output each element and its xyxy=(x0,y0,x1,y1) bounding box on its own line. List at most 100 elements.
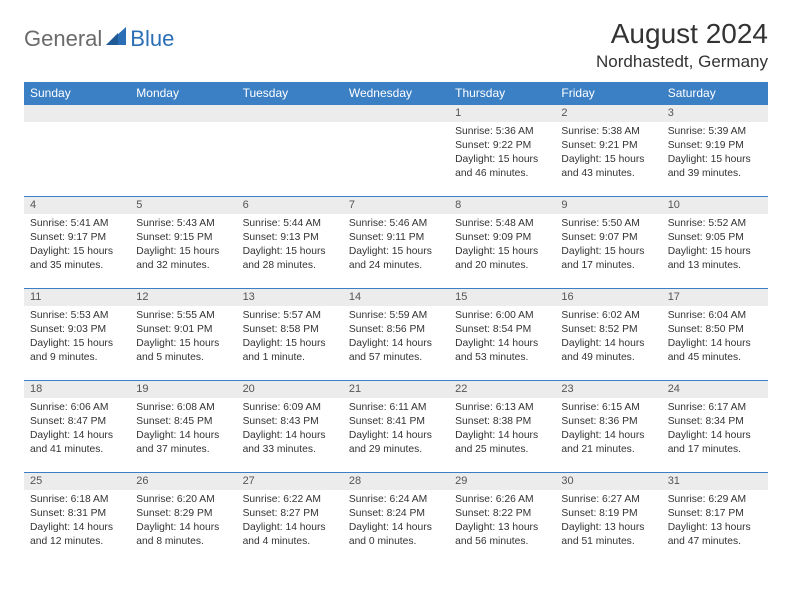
sunrise-text: Sunrise: 6:08 AM xyxy=(136,401,230,415)
day-number: 10 xyxy=(662,197,768,214)
calendar-cell: 28Sunrise: 6:24 AMSunset: 8:24 PMDayligh… xyxy=(343,473,449,565)
day-details: Sunrise: 5:41 AMSunset: 9:17 PMDaylight:… xyxy=(24,214,130,277)
calendar-cell: 27Sunrise: 6:22 AMSunset: 8:27 PMDayligh… xyxy=(237,473,343,565)
day-number: 2 xyxy=(555,105,661,122)
day-number: 6 xyxy=(237,197,343,214)
sunset-text: Sunset: 8:52 PM xyxy=(561,323,655,337)
day-number xyxy=(130,105,236,122)
calendar-cell: 9Sunrise: 5:50 AMSunset: 9:07 PMDaylight… xyxy=(555,197,661,289)
weekday-header: Monday xyxy=(130,82,236,105)
calendar-cell: 22Sunrise: 6:13 AMSunset: 8:38 PMDayligh… xyxy=(449,381,555,473)
weekday-header: Saturday xyxy=(662,82,768,105)
daylight-text: Daylight: 15 hours and 13 minutes. xyxy=(668,245,762,273)
calendar-week-row: 4Sunrise: 5:41 AMSunset: 9:17 PMDaylight… xyxy=(24,197,768,289)
daylight-text: Daylight: 14 hours and 21 minutes. xyxy=(561,429,655,457)
sunset-text: Sunset: 8:22 PM xyxy=(455,507,549,521)
weekday-header: Sunday xyxy=(24,82,130,105)
calendar-week-row: 1Sunrise: 5:36 AMSunset: 9:22 PMDaylight… xyxy=(24,105,768,197)
daylight-text: Daylight: 14 hours and 45 minutes. xyxy=(668,337,762,365)
sunset-text: Sunset: 8:50 PM xyxy=(668,323,762,337)
calendar-cell: 29Sunrise: 6:26 AMSunset: 8:22 PMDayligh… xyxy=(449,473,555,565)
sunrise-text: Sunrise: 6:27 AM xyxy=(561,493,655,507)
calendar-cell: 13Sunrise: 5:57 AMSunset: 8:58 PMDayligh… xyxy=(237,289,343,381)
day-number: 27 xyxy=(237,473,343,490)
daylight-text: Daylight: 14 hours and 8 minutes. xyxy=(136,521,230,549)
day-number: 23 xyxy=(555,381,661,398)
calendar-cell: 7Sunrise: 5:46 AMSunset: 9:11 PMDaylight… xyxy=(343,197,449,289)
calendar-week-row: 25Sunrise: 6:18 AMSunset: 8:31 PMDayligh… xyxy=(24,473,768,565)
sunrise-text: Sunrise: 6:04 AM xyxy=(668,309,762,323)
sunset-text: Sunset: 8:56 PM xyxy=(349,323,443,337)
daylight-text: Daylight: 15 hours and 5 minutes. xyxy=(136,337,230,365)
day-details: Sunrise: 6:13 AMSunset: 8:38 PMDaylight:… xyxy=(449,398,555,461)
title-block: August 2024 Nordhastedt, Germany xyxy=(596,18,768,72)
day-number: 12 xyxy=(130,289,236,306)
day-details: Sunrise: 6:24 AMSunset: 8:24 PMDaylight:… xyxy=(343,490,449,553)
daylight-text: Daylight: 15 hours and 20 minutes. xyxy=(455,245,549,273)
daylight-text: Daylight: 15 hours and 43 minutes. xyxy=(561,153,655,181)
calendar-cell: 8Sunrise: 5:48 AMSunset: 9:09 PMDaylight… xyxy=(449,197,555,289)
daylight-text: Daylight: 14 hours and 41 minutes. xyxy=(30,429,124,457)
sunset-text: Sunset: 8:41 PM xyxy=(349,415,443,429)
calendar-cell: 25Sunrise: 6:18 AMSunset: 8:31 PMDayligh… xyxy=(24,473,130,565)
sunrise-text: Sunrise: 5:52 AM xyxy=(668,217,762,231)
day-number: 7 xyxy=(343,197,449,214)
day-number: 17 xyxy=(662,289,768,306)
sunset-text: Sunset: 9:09 PM xyxy=(455,231,549,245)
sunset-text: Sunset: 8:54 PM xyxy=(455,323,549,337)
day-details: Sunrise: 5:59 AMSunset: 8:56 PMDaylight:… xyxy=(343,306,449,369)
sunset-text: Sunset: 9:22 PM xyxy=(455,139,549,153)
page-header: General Blue August 2024 Nordhastedt, Ge… xyxy=(24,18,768,72)
daylight-text: Daylight: 14 hours and 53 minutes. xyxy=(455,337,549,365)
sunset-text: Sunset: 8:17 PM xyxy=(668,507,762,521)
day-details: Sunrise: 6:02 AMSunset: 8:52 PMDaylight:… xyxy=(555,306,661,369)
calendar-cell: 11Sunrise: 5:53 AMSunset: 9:03 PMDayligh… xyxy=(24,289,130,381)
day-details: Sunrise: 6:00 AMSunset: 8:54 PMDaylight:… xyxy=(449,306,555,369)
day-number xyxy=(237,105,343,122)
sunrise-text: Sunrise: 6:24 AM xyxy=(349,493,443,507)
daylight-text: Daylight: 14 hours and 12 minutes. xyxy=(30,521,124,549)
calendar-cell: 30Sunrise: 6:27 AMSunset: 8:19 PMDayligh… xyxy=(555,473,661,565)
sunset-text: Sunset: 9:05 PM xyxy=(668,231,762,245)
weekday-header: Wednesday xyxy=(343,82,449,105)
day-number: 15 xyxy=(449,289,555,306)
sunset-text: Sunset: 9:13 PM xyxy=(243,231,337,245)
sunrise-text: Sunrise: 6:09 AM xyxy=(243,401,337,415)
daylight-text: Daylight: 15 hours and 1 minute. xyxy=(243,337,337,365)
calendar-cell: 15Sunrise: 6:00 AMSunset: 8:54 PMDayligh… xyxy=(449,289,555,381)
calendar-body: 1Sunrise: 5:36 AMSunset: 9:22 PMDaylight… xyxy=(24,105,768,565)
daylight-text: Daylight: 15 hours and 39 minutes. xyxy=(668,153,762,181)
sunset-text: Sunset: 8:43 PM xyxy=(243,415,337,429)
day-details: Sunrise: 5:50 AMSunset: 9:07 PMDaylight:… xyxy=(555,214,661,277)
daylight-text: Daylight: 13 hours and 47 minutes. xyxy=(668,521,762,549)
daylight-text: Daylight: 15 hours and 35 minutes. xyxy=(30,245,124,273)
weekday-header: Friday xyxy=(555,82,661,105)
sunrise-text: Sunrise: 6:00 AM xyxy=(455,309,549,323)
day-number: 31 xyxy=(662,473,768,490)
day-number: 21 xyxy=(343,381,449,398)
day-number: 24 xyxy=(662,381,768,398)
sunset-text: Sunset: 8:36 PM xyxy=(561,415,655,429)
daylight-text: Daylight: 14 hours and 33 minutes. xyxy=(243,429,337,457)
sunrise-text: Sunrise: 6:18 AM xyxy=(30,493,124,507)
day-details: Sunrise: 6:27 AMSunset: 8:19 PMDaylight:… xyxy=(555,490,661,553)
sunset-text: Sunset: 9:03 PM xyxy=(30,323,124,337)
day-details: Sunrise: 6:29 AMSunset: 8:17 PMDaylight:… xyxy=(662,490,768,553)
calendar-cell xyxy=(343,105,449,197)
calendar-cell: 14Sunrise: 5:59 AMSunset: 8:56 PMDayligh… xyxy=(343,289,449,381)
day-details: Sunrise: 6:08 AMSunset: 8:45 PMDaylight:… xyxy=(130,398,236,461)
day-details: Sunrise: 5:36 AMSunset: 9:22 PMDaylight:… xyxy=(449,122,555,185)
sunset-text: Sunset: 9:17 PM xyxy=(30,231,124,245)
sail-icon xyxy=(106,27,128,52)
calendar-cell: 2Sunrise: 5:38 AMSunset: 9:21 PMDaylight… xyxy=(555,105,661,197)
daylight-text: Daylight: 14 hours and 17 minutes. xyxy=(668,429,762,457)
calendar-cell: 1Sunrise: 5:36 AMSunset: 9:22 PMDaylight… xyxy=(449,105,555,197)
daylight-text: Daylight: 15 hours and 9 minutes. xyxy=(30,337,124,365)
sunrise-text: Sunrise: 6:06 AM xyxy=(30,401,124,415)
calendar-cell xyxy=(24,105,130,197)
day-details: Sunrise: 6:17 AMSunset: 8:34 PMDaylight:… xyxy=(662,398,768,461)
day-number: 29 xyxy=(449,473,555,490)
sunset-text: Sunset: 8:47 PM xyxy=(30,415,124,429)
weekday-row: SundayMondayTuesdayWednesdayThursdayFrid… xyxy=(24,82,768,105)
calendar-cell: 18Sunrise: 6:06 AMSunset: 8:47 PMDayligh… xyxy=(24,381,130,473)
